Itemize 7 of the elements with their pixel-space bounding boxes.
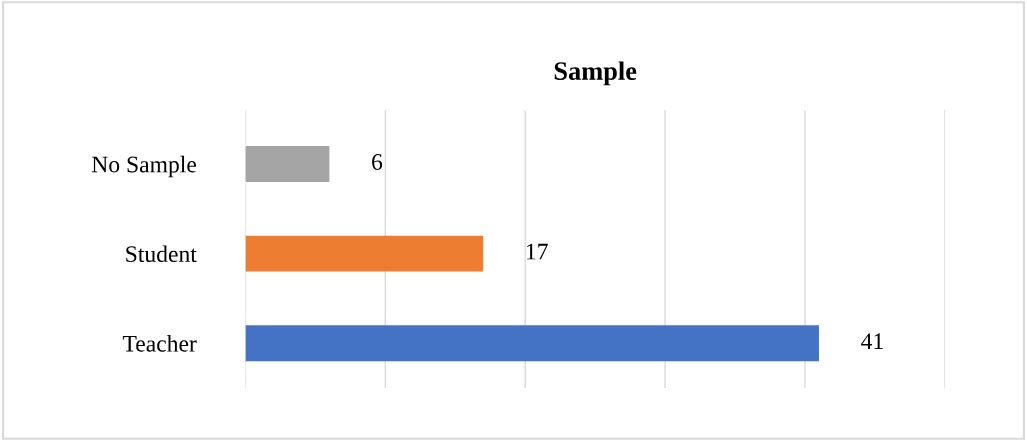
chart-title: Sample xyxy=(554,61,637,86)
y-tick-label: No Sample xyxy=(91,155,197,178)
data-label: 41 xyxy=(861,333,883,349)
y-tick-label: Teacher xyxy=(122,335,197,352)
data-label: 17 xyxy=(526,243,548,260)
y-tick-label: Student xyxy=(126,245,197,263)
data-label: 6 xyxy=(372,154,383,170)
